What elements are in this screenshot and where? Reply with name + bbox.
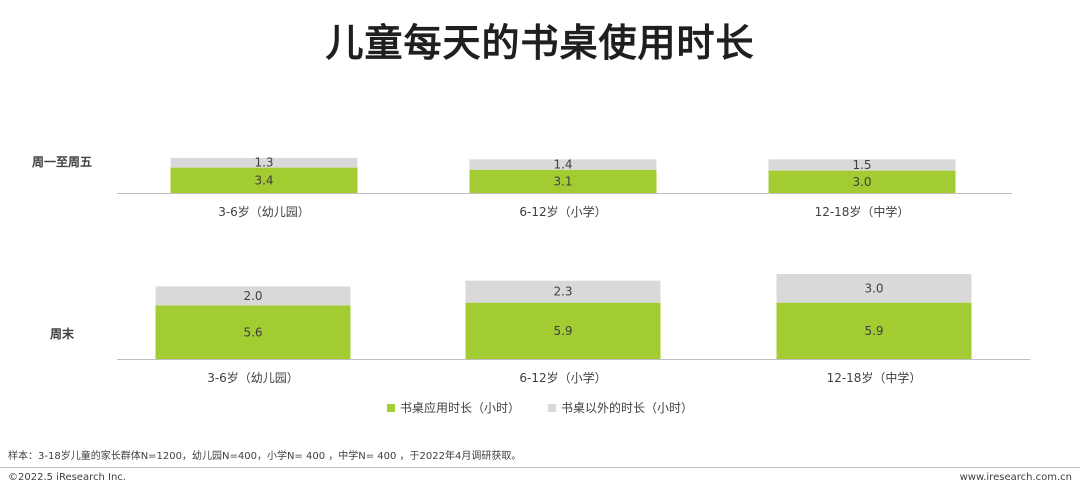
bar-desk (170, 167, 358, 193)
bar-desk (469, 169, 657, 193)
bar-desk (768, 170, 956, 193)
category-label: 3-6岁（幼儿园） (207, 370, 299, 385)
data-label-other: 3.0 (864, 281, 883, 295)
bar-desk (155, 305, 351, 359)
data-label-other: 1.4 (553, 158, 572, 172)
category-label: 6-12岁（小学） (519, 370, 606, 385)
panel-label: 周一至周五 (32, 155, 92, 169)
data-label-desk: 5.9 (553, 324, 572, 338)
legend-label-desk: 书桌应用时长（小时） (399, 401, 520, 415)
panel-label: 周末 (50, 326, 75, 341)
data-label-desk: 3.1 (553, 174, 572, 188)
legend-item-other: 书桌以外的时长（小时） (548, 399, 693, 416)
data-label-desk: 5.6 (243, 325, 262, 339)
legend-swatch-other (548, 403, 556, 412)
data-label-desk: 3.0 (852, 175, 871, 189)
bar-other (170, 157, 358, 168)
data-label-desk: 3.4 (254, 173, 273, 187)
sample-note: 样本：3-18岁儿童的家长群体N=1200，幼儿园N=400，小学N= 400 … (8, 451, 522, 462)
legend-swatch-desk (386, 403, 395, 412)
bar-other (776, 274, 972, 303)
data-label-other: 2.0 (243, 289, 262, 303)
website-url: www.iresearch.com.cn (959, 472, 1072, 483)
footer-divider (0, 467, 1080, 468)
category-label: 6-12岁（小学） (519, 204, 606, 219)
bar-desk (465, 302, 661, 359)
bar-other (155, 286, 351, 306)
chart-title: 儿童每天的书桌使用时长 (325, 21, 755, 65)
legend-label-other: 书桌以外的时长（小时） (561, 401, 694, 415)
legend-item-desk: 书桌应用时长（小时） (386, 399, 520, 416)
bar-other (469, 159, 657, 170)
data-label-other: 1.3 (254, 156, 273, 170)
category-label: 12-18岁（中学） (827, 370, 922, 385)
bar-other (768, 159, 956, 171)
data-label-other: 1.5 (852, 158, 871, 172)
category-label: 12-18岁（中学） (815, 204, 910, 219)
legend: 书桌应用时长（小时） 书桌以外的时长（小时） (0, 399, 1080, 416)
category-label: 3-6岁（幼儿园） (218, 204, 310, 219)
bar-desk (776, 302, 972, 359)
copyright: ©2022.5 iResearch Inc. (8, 472, 126, 483)
data-label-desk: 5.9 (864, 324, 883, 338)
data-label-other: 2.3 (553, 285, 572, 299)
bar-other (465, 280, 661, 303)
